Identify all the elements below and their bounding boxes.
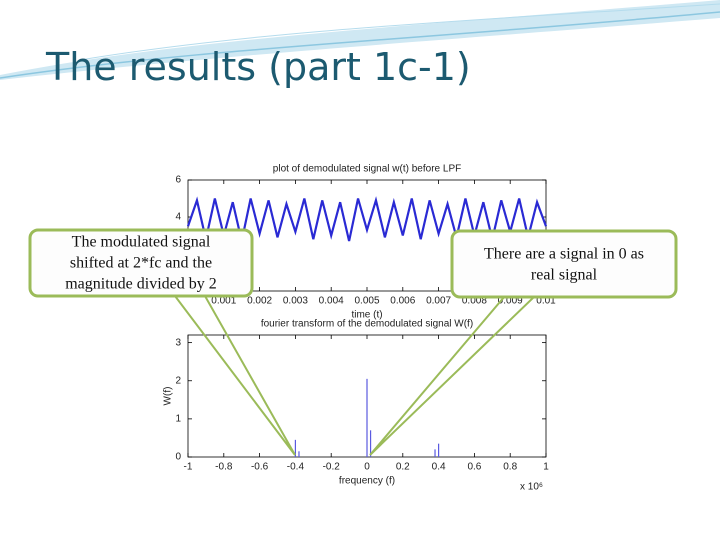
callout-text: There are a signal in 0 as (484, 246, 644, 263)
y-tick-label: 3 (175, 337, 181, 348)
x-tick-label: -0.6 (251, 462, 269, 473)
decor-line (0, 11, 720, 79)
x-tick-label: 0.008 (462, 296, 487, 307)
decor-wave (0, 0, 720, 80)
y-tick-label: 1 (175, 414, 181, 425)
slide-title: The results (part 1c-1) (45, 45, 471, 89)
x-tick-label: 0.004 (319, 296, 344, 307)
y-tick-label: 0 (175, 452, 181, 463)
callout-text: The modulated signal (72, 234, 211, 251)
x-tick-label: 0.001 (211, 296, 236, 307)
x-tick-label: 0.4 (432, 462, 446, 473)
x-tick-label: -0.8 (215, 462, 233, 473)
callout-text: magnitude divided by 2 (65, 276, 217, 293)
callout-text: real signal (531, 267, 598, 284)
chart-title: fourier transform of the demodulated sig… (261, 319, 473, 330)
callout-box (450, 229, 678, 299)
callout-box (28, 228, 254, 298)
x-tick-label: 0.007 (426, 296, 451, 307)
x-tick-label: 0.01 (536, 296, 556, 307)
chart-title: plot of demodulated signal w(t) before L… (273, 164, 461, 175)
x-axis-label: frequency (f) (339, 476, 395, 487)
x-tick-label: 0.003 (283, 296, 308, 307)
x-tick-label: 0.009 (498, 296, 523, 307)
x-tick-label: 0.6 (467, 462, 481, 473)
x-exponent-label: x 10⁶ (520, 482, 543, 493)
y-tick-label: 6 (175, 175, 181, 186)
x-tick-label: -0.4 (287, 462, 305, 473)
decor-line (79, 3, 720, 61)
x-tick-label: 1 (543, 462, 549, 473)
x-tick-label: 0.2 (396, 462, 410, 473)
x-tick-label: 0.006 (390, 296, 415, 307)
y-tick-label: 2 (175, 375, 181, 386)
x-tick-label: -0.2 (323, 462, 341, 473)
signal-line (186, 196, 548, 242)
x-axis-label: time (t) (351, 310, 382, 321)
y-tick-label: 4 (175, 212, 181, 223)
x-tick-label: 0.8 (503, 462, 517, 473)
x-tick-label: 0 (364, 462, 370, 473)
x-tick-label: 0.002 (247, 296, 272, 307)
x-tick-label: -1 (184, 462, 193, 473)
callout-text: shifted at 2*fc and the (70, 255, 212, 272)
y-axis-label: W(f) (163, 387, 174, 406)
x-tick-label: 0.005 (354, 296, 379, 307)
